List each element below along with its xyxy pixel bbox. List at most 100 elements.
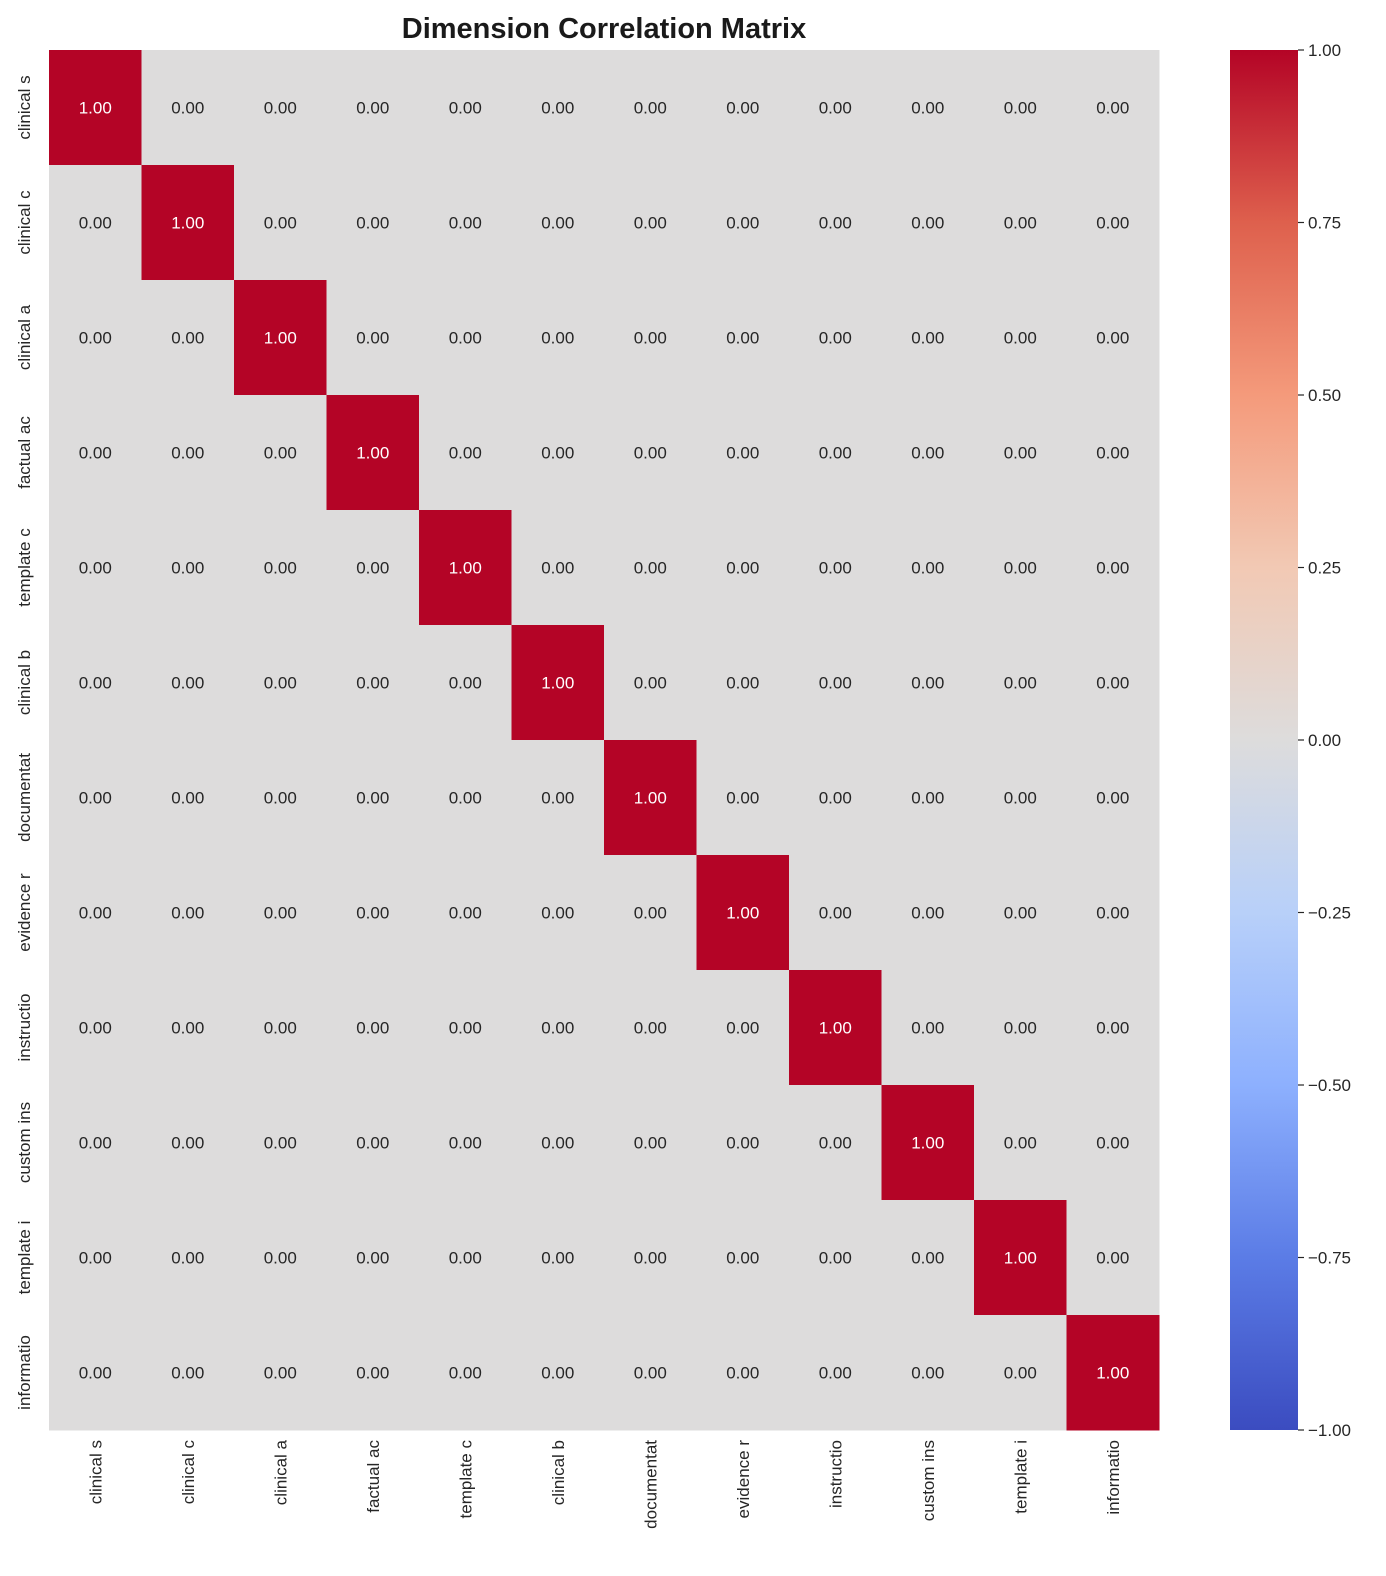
cell-value-label: 0.00 — [634, 214, 667, 233]
cell-value-label: 0.00 — [911, 99, 944, 118]
cell-value-label: 0.00 — [264, 1249, 297, 1268]
heatmap-cell — [234, 280, 327, 396]
heatmap-cell — [326, 395, 420, 511]
heatmap-cell — [49, 740, 142, 856]
cell-value-label: 0.00 — [449, 214, 482, 233]
heatmap-cell — [1066, 50, 1160, 166]
heatmap-cell — [789, 1085, 882, 1201]
heatmap-cell — [49, 625, 142, 741]
heatmap-cell — [974, 50, 1067, 166]
heatmap-cell — [604, 970, 697, 1086]
colorbar-tick-label: 0.25 — [1308, 559, 1341, 578]
cell-value-label: 0.00 — [911, 444, 944, 463]
cell-value-label: 0.00 — [819, 99, 852, 118]
x-tick-label: clinical s — [86, 1440, 105, 1504]
heatmap-cell — [1066, 280, 1160, 396]
heatmap-cell — [511, 1200, 605, 1316]
cell-value-label: 0.00 — [171, 444, 204, 463]
cell-value-label: 0.00 — [1096, 99, 1129, 118]
cell-value-label: 0.00 — [356, 559, 389, 578]
heatmap-cell — [696, 510, 790, 626]
heatmap-cell — [1066, 1085, 1160, 1201]
cell-value-label: 0.00 — [264, 789, 297, 808]
heatmap-cell — [604, 510, 697, 626]
y-tick-label: evidence r — [15, 873, 34, 952]
heatmap-cell — [789, 625, 882, 741]
cell-value-label: 0.00 — [634, 329, 667, 348]
heatmap-cell — [49, 970, 142, 1086]
heatmap-cell — [789, 1315, 882, 1431]
cell-value-label: 0.00 — [911, 329, 944, 348]
heatmap-cell — [511, 1085, 605, 1201]
heatmap-cell — [511, 165, 605, 281]
cell-value-label: 1.00 — [911, 1134, 944, 1153]
cell-value-label: 1.00 — [1096, 1364, 1129, 1383]
heatmap-cell — [234, 1315, 327, 1431]
heatmap-cell — [49, 395, 142, 511]
heatmap-cell — [141, 625, 235, 741]
heatmap-cell — [881, 50, 975, 166]
cell-value-label: 1.00 — [356, 444, 389, 463]
cell-value-label: 0.00 — [1004, 559, 1037, 578]
heatmap-cell — [326, 165, 420, 281]
heatmap-cell — [974, 165, 1067, 281]
x-tick-label: custom ins — [919, 1440, 938, 1521]
y-tick-label: instructio — [15, 993, 34, 1061]
cell-value-label: 0.00 — [726, 1134, 759, 1153]
heatmap-cell — [974, 280, 1067, 396]
heatmap-cell — [696, 1315, 790, 1431]
heatmap-cell — [1066, 970, 1160, 1086]
cell-value-label: 0.00 — [449, 789, 482, 808]
x-tick-label: template i — [1011, 1440, 1030, 1514]
cell-value-label: 1.00 — [264, 329, 297, 348]
heatmap-cell — [234, 510, 327, 626]
cell-value-label: 0.00 — [911, 1364, 944, 1383]
cell-value-label: 0.00 — [541, 444, 574, 463]
cell-value-label: 0.00 — [726, 789, 759, 808]
heatmap-cell — [604, 1315, 697, 1431]
cell-value-label: 0.00 — [634, 444, 667, 463]
y-tick-label: clinical c — [15, 190, 34, 255]
heatmap-cell — [1066, 395, 1160, 511]
heatmap-cell — [974, 1315, 1067, 1431]
heatmap-cell — [326, 510, 420, 626]
cell-value-label: 0.00 — [264, 1364, 297, 1383]
cell-value-label: 0.00 — [726, 1019, 759, 1038]
cell-value-label: 0.00 — [449, 674, 482, 693]
cell-value-label: 1.00 — [1004, 1249, 1037, 1268]
heatmap-cell — [881, 510, 975, 626]
cell-value-label: 0.00 — [1096, 329, 1129, 348]
cell-value-label: 1.00 — [726, 904, 759, 923]
heatmap-cell — [974, 970, 1067, 1086]
heatmap-cell — [234, 1200, 327, 1316]
heatmap-cell — [141, 970, 235, 1086]
heatmap-cell — [49, 1315, 142, 1431]
colorbar-tick-label: −1.00 — [1308, 1421, 1351, 1440]
cell-value-label: 0.00 — [819, 904, 852, 923]
cell-value-label: 0.00 — [264, 444, 297, 463]
heatmap-cell — [1066, 855, 1160, 971]
heatmap-cell — [326, 970, 420, 1086]
cell-value-label: 0.00 — [1004, 674, 1037, 693]
heatmap-cell — [326, 625, 420, 741]
heatmap-cell — [234, 740, 327, 856]
cell-value-label: 0.00 — [634, 1019, 667, 1038]
colorbar-tick-label: −0.25 — [1308, 904, 1351, 923]
cell-value-label: 0.00 — [819, 444, 852, 463]
cell-value-label: 0.00 — [356, 1019, 389, 1038]
cell-value-label: 0.00 — [541, 1134, 574, 1153]
heatmap-cell — [419, 625, 512, 741]
cell-value-label: 0.00 — [79, 214, 112, 233]
cell-value-label: 0.00 — [171, 559, 204, 578]
heatmap-cell — [419, 1200, 512, 1316]
heatmap-cell — [881, 1315, 975, 1431]
heatmap-cell — [789, 1200, 882, 1316]
cell-value-label: 0.00 — [171, 329, 204, 348]
colorbar-tick-label: 0.50 — [1308, 386, 1341, 405]
cell-value-label: 0.00 — [79, 674, 112, 693]
x-tick-label: informatio — [1104, 1440, 1123, 1515]
heatmap-cell — [1066, 625, 1160, 741]
cell-value-label: 0.00 — [634, 559, 667, 578]
heatmap-cell — [974, 510, 1067, 626]
heatmap-cell — [604, 855, 697, 971]
